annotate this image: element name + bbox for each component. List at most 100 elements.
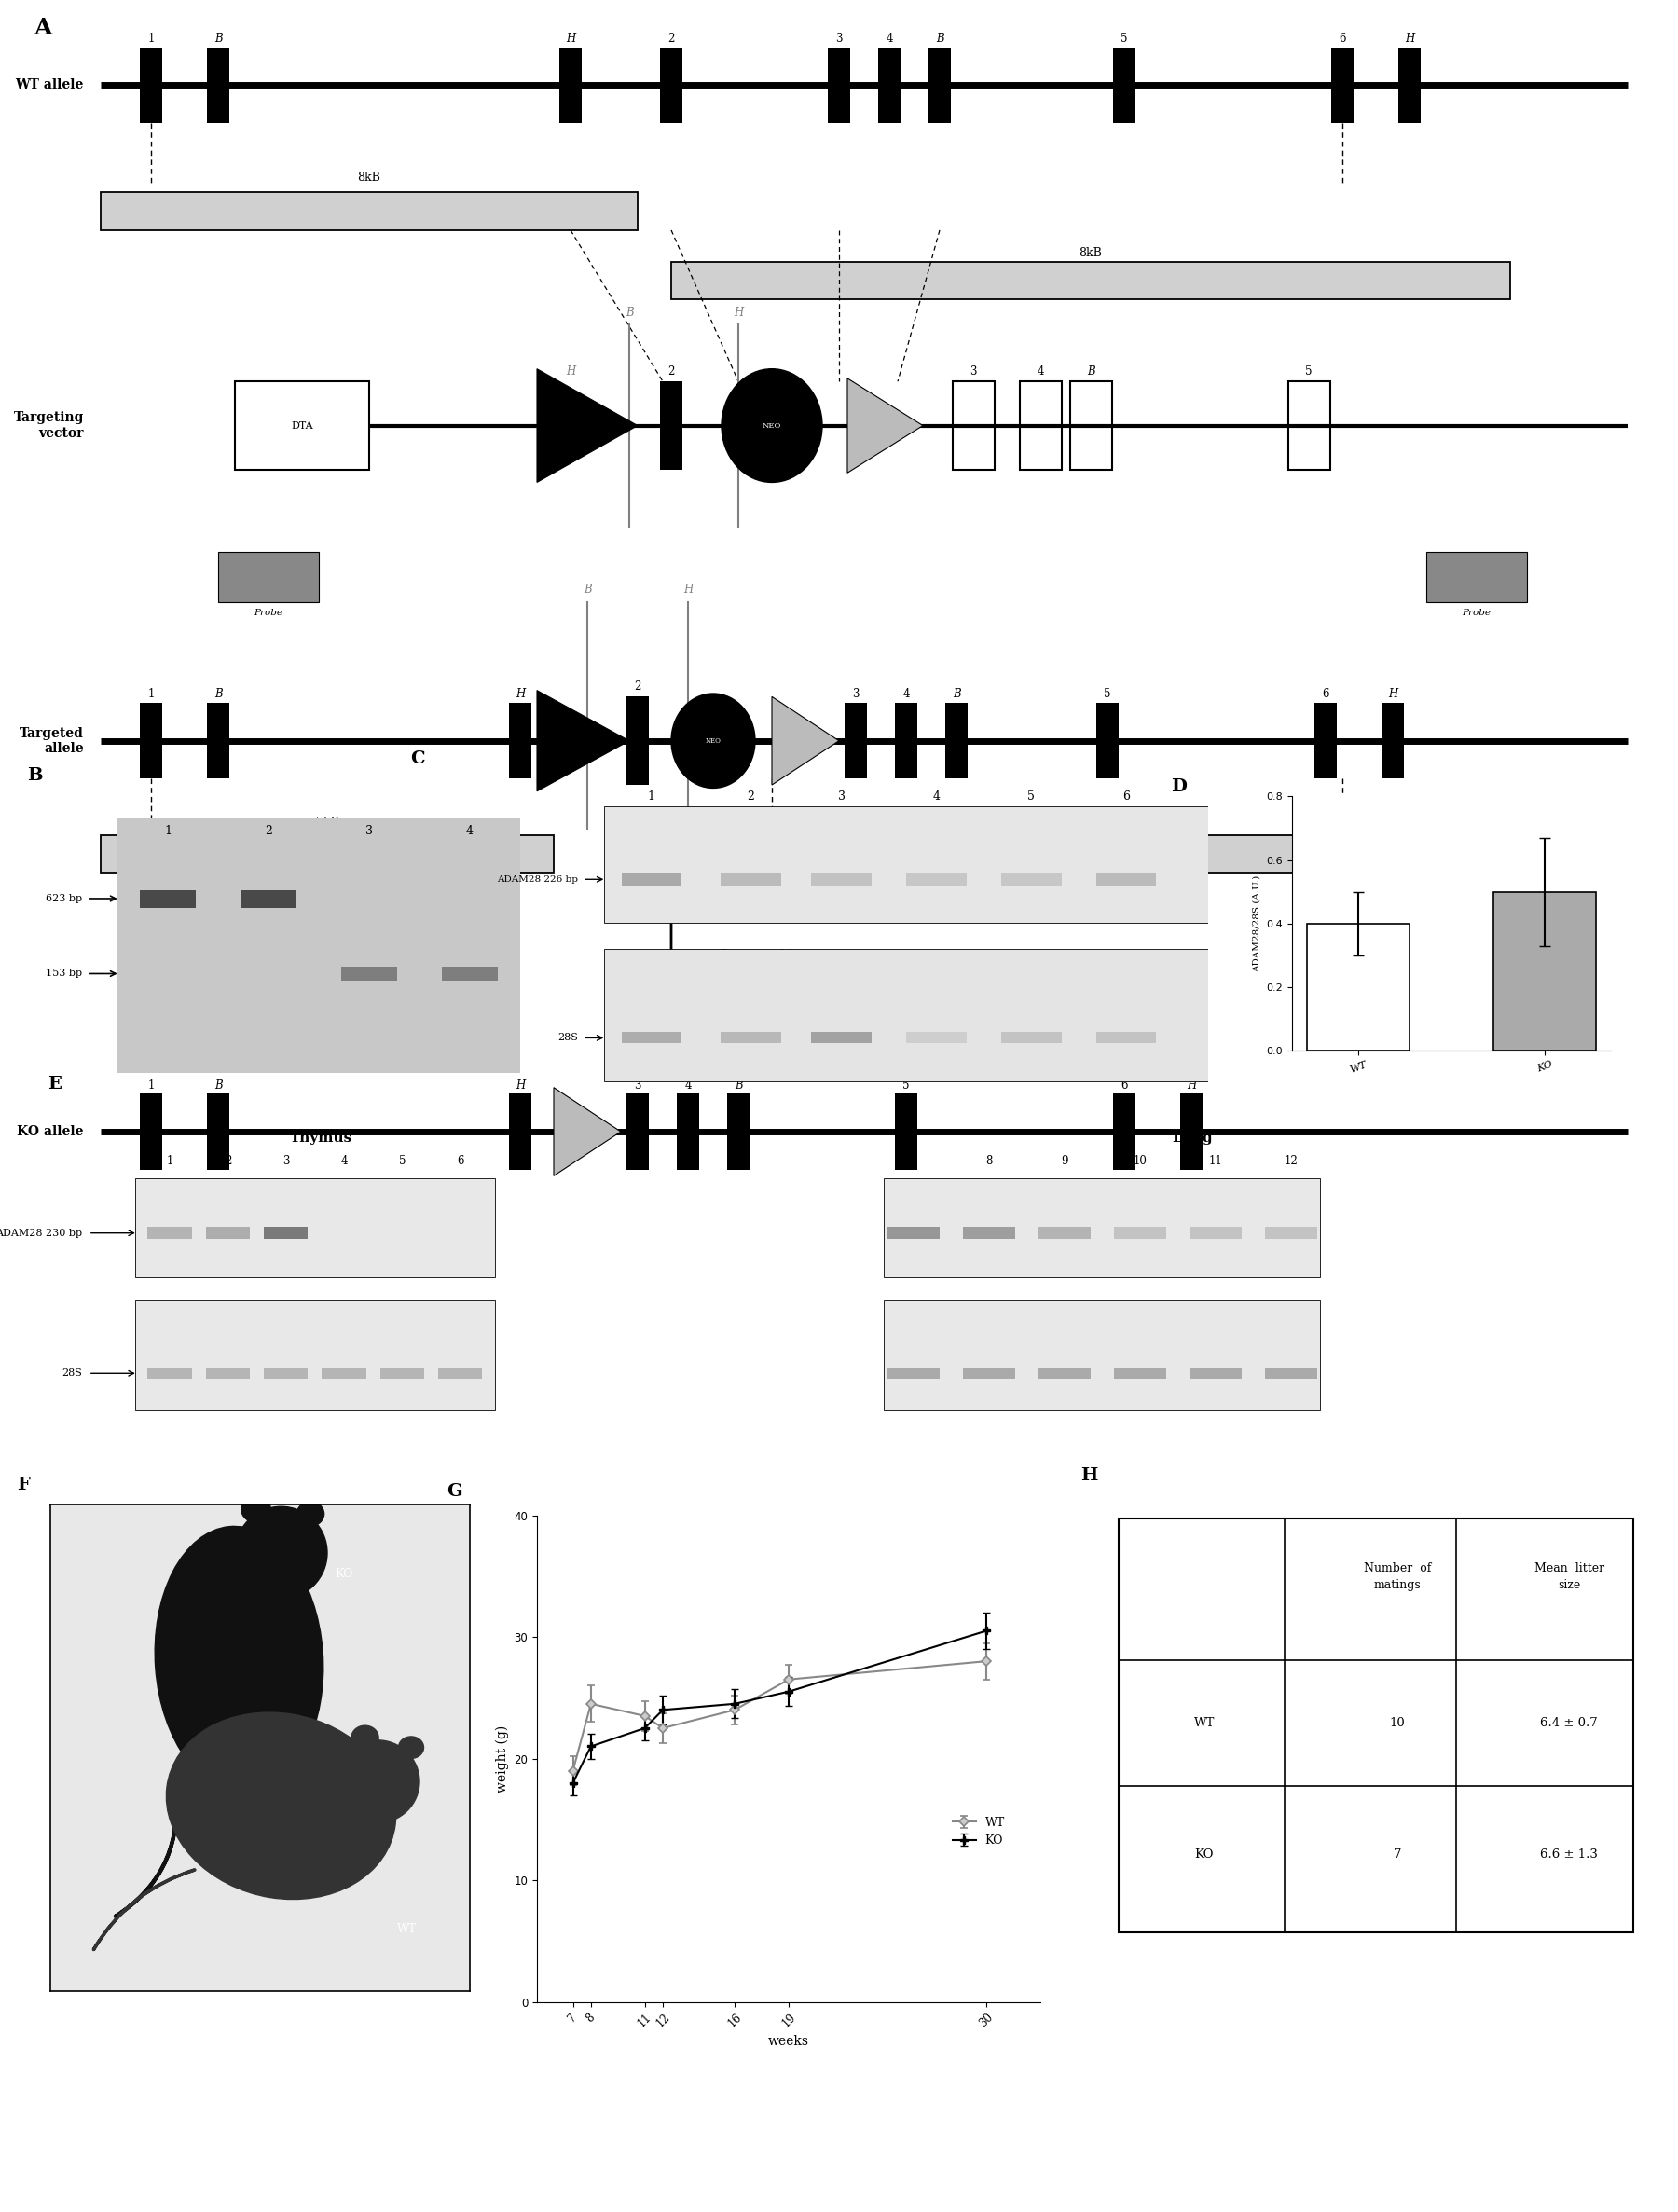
Bar	[206, 1367, 250, 1378]
Text: 1: 1	[148, 33, 154, 44]
Text: 1: 1	[148, 1079, 154, 1091]
Bar	[139, 1093, 161, 1170]
Text: 1: 1	[166, 1155, 173, 1168]
Bar	[206, 1228, 250, 1239]
Legend: WT, KO: WT, KO	[948, 1812, 1010, 1851]
Text: D: D	[1171, 779, 1186, 794]
Polygon shape	[772, 697, 839, 785]
Bar	[206, 46, 228, 124]
Text: 6.6 ± 1.3: 6.6 ± 1.3	[1540, 1849, 1597, 1860]
Text: 2: 2	[668, 365, 675, 378]
Ellipse shape	[399, 1736, 425, 1759]
Text: 3: 3	[837, 790, 846, 803]
Text: B: B	[735, 1079, 742, 1091]
Polygon shape	[537, 690, 629, 792]
Bar	[1114, 1093, 1134, 1170]
Text: 2: 2	[747, 790, 755, 803]
Bar	[661, 380, 681, 469]
Bar	[242, 889, 297, 907]
Text: B: B	[584, 584, 591, 595]
Text: 12: 12	[1284, 1155, 1297, 1168]
Bar	[1114, 1228, 1166, 1239]
Text: 6: 6	[456, 1155, 463, 1168]
Bar	[139, 703, 161, 779]
Text: H: H	[515, 688, 525, 701]
Bar	[263, 1367, 309, 1378]
Text: KO: KO	[1195, 1849, 1213, 1860]
Bar	[953, 380, 993, 469]
Text: 7: 7	[1393, 1849, 1401, 1860]
Text: 8kB: 8kB	[1079, 248, 1102, 259]
Bar	[206, 703, 228, 779]
Text: WT: WT	[1193, 1717, 1215, 1730]
Y-axis label: weight (g): weight (g)	[495, 1725, 508, 1792]
Bar	[510, 703, 530, 779]
Bar	[1493, 891, 1596, 1051]
Text: B: B	[27, 768, 42, 783]
Text: 10: 10	[1389, 1717, 1404, 1730]
Bar	[1383, 703, 1403, 779]
Bar	[443, 967, 498, 980]
Text: NEO: NEO	[705, 737, 722, 745]
Bar	[963, 1367, 1015, 1378]
Text: B: B	[936, 33, 943, 44]
Text: 2: 2	[668, 33, 675, 44]
Bar	[1399, 46, 1420, 124]
Bar	[139, 46, 161, 124]
Bar	[628, 1093, 648, 1170]
Text: 1: 1	[164, 825, 171, 836]
Text: 6: 6	[1121, 1079, 1128, 1091]
Ellipse shape	[154, 1526, 324, 1794]
Bar	[846, 703, 868, 779]
Bar	[906, 1031, 967, 1044]
Text: H: H	[515, 1079, 525, 1091]
Bar	[888, 1228, 940, 1239]
Bar	[728, 1093, 748, 1170]
Bar	[879, 46, 899, 124]
Bar	[1307, 925, 1410, 1051]
Text: 28S: 28S	[557, 1033, 579, 1042]
Text: 623 bp: 623 bp	[45, 894, 82, 902]
Text: 7: 7	[909, 1155, 916, 1168]
Ellipse shape	[336, 1741, 420, 1823]
Bar	[1118, 1520, 1634, 1933]
Bar	[772, 836, 1410, 874]
Bar	[720, 874, 780, 885]
Text: 9: 9	[1060, 1155, 1067, 1168]
Text: G: G	[446, 1482, 461, 1500]
Text: A: A	[34, 18, 52, 40]
Text: Thymus: Thymus	[289, 1133, 352, 1144]
Bar	[906, 874, 967, 885]
Text: Mean  litter
size: Mean litter size	[1534, 1562, 1604, 1593]
Text: H: H	[1081, 1467, 1097, 1484]
Polygon shape	[554, 1088, 621, 1177]
Text: 5: 5	[399, 1155, 406, 1168]
Bar	[1190, 1367, 1242, 1378]
Bar	[930, 46, 950, 124]
Bar	[1002, 1031, 1062, 1044]
Bar	[1316, 703, 1336, 779]
Ellipse shape	[722, 369, 822, 482]
Bar	[1190, 1228, 1242, 1239]
Text: 4: 4	[466, 825, 473, 836]
Ellipse shape	[351, 1725, 379, 1750]
Text: B: B	[215, 688, 221, 701]
Text: 4: 4	[685, 1079, 691, 1091]
Text: B: B	[1087, 365, 1094, 378]
Bar	[560, 46, 582, 124]
Bar	[884, 1301, 1321, 1411]
Bar	[1114, 1367, 1166, 1378]
Bar	[621, 1031, 681, 1044]
Text: 4: 4	[341, 1155, 347, 1168]
Text: 3: 3	[366, 825, 373, 836]
Text: H: H	[1186, 1079, 1196, 1091]
Text: KO: KO	[336, 1568, 352, 1579]
Text: 8: 8	[985, 1155, 992, 1168]
Text: H: H	[683, 584, 693, 595]
Bar	[896, 703, 916, 779]
Text: 3: 3	[852, 688, 859, 701]
FancyArrowPatch shape	[116, 1798, 176, 1916]
Text: 6: 6	[1123, 790, 1129, 803]
Text: H: H	[565, 365, 576, 378]
Bar	[678, 1093, 700, 1170]
